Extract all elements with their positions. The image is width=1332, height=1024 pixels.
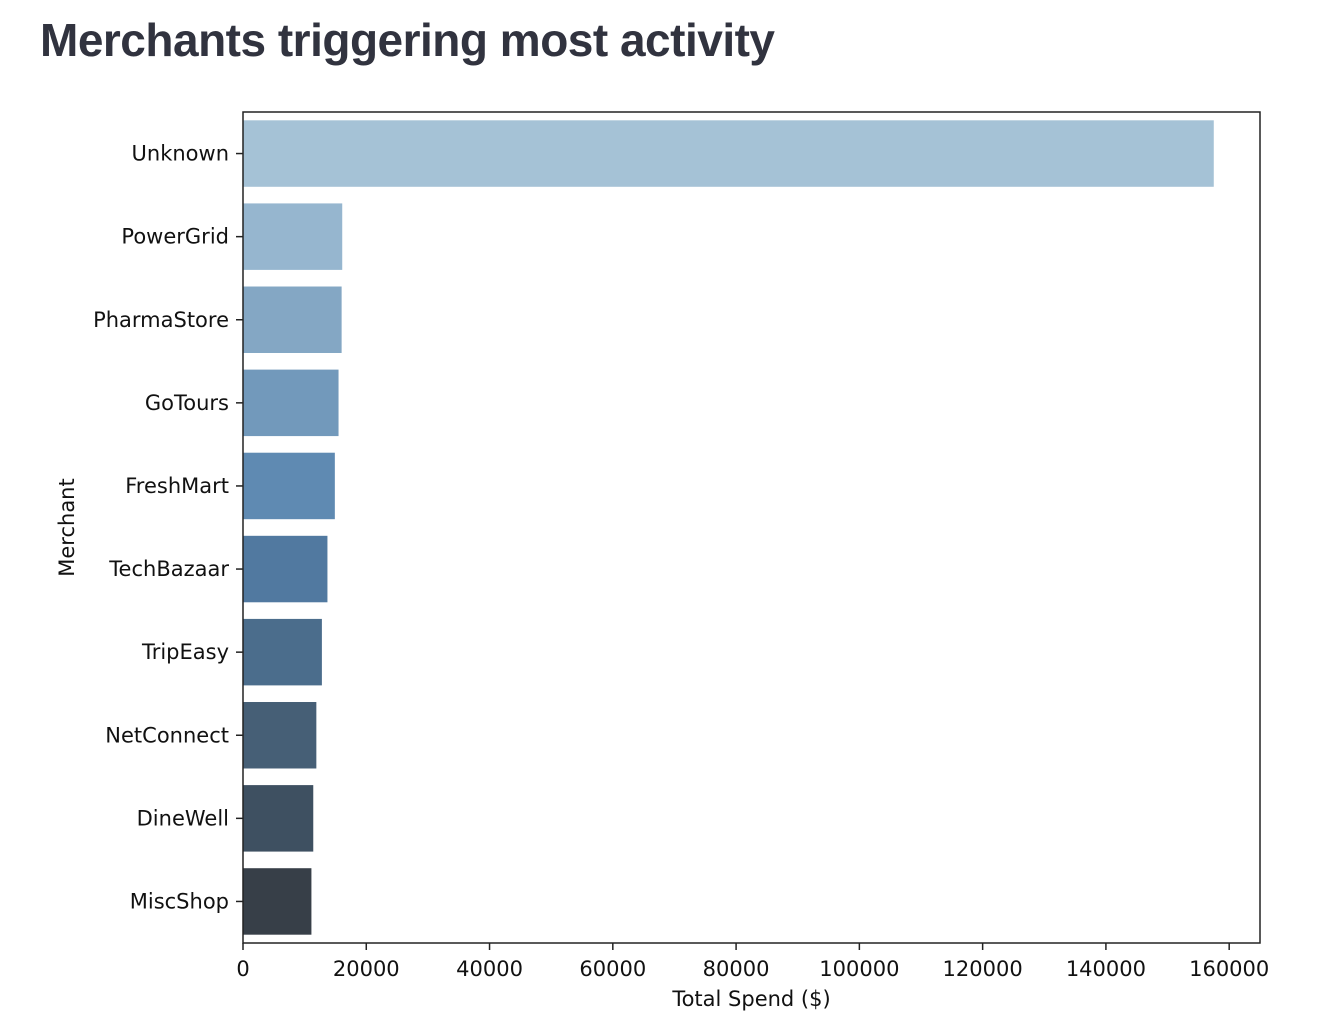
bar-freshmart xyxy=(243,452,335,520)
plot-frame xyxy=(242,111,1261,944)
bar-techbazaar xyxy=(243,535,328,603)
x-tick-label: 80000 xyxy=(703,957,770,981)
bar-miscshop xyxy=(243,868,312,935)
x-tick-label: 60000 xyxy=(579,957,646,981)
y-tick-label: GoTours xyxy=(145,391,229,415)
bar-pharmastore xyxy=(243,286,342,353)
y-tick-label: TechBazaar xyxy=(108,557,229,581)
bar-netconnect xyxy=(243,702,317,769)
bar-gotours xyxy=(243,369,339,437)
y-tick-label: Unknown xyxy=(132,142,229,166)
bars-group xyxy=(243,120,1214,935)
bar-dinewell xyxy=(243,785,314,852)
y-axis-ticks: Unknown PowerGrid PharmaStore GoTours FreshM… xyxy=(93,142,243,913)
y-axis-label: Merchant xyxy=(55,478,79,576)
x-tick-label: 160000 xyxy=(1189,957,1269,981)
bar-powergrid xyxy=(243,203,343,270)
x-axis-ticks: 0 20000 40000 60000 80000 100000 120000 140000 1… xyxy=(236,943,1269,981)
y-tick-label: FreshMart xyxy=(125,474,229,498)
page-title: Merchants triggering most activity xyxy=(40,14,775,66)
y-tick-label: PowerGrid xyxy=(121,225,229,249)
x-tick-label: 100000 xyxy=(819,957,899,981)
x-tick-label: 120000 xyxy=(943,957,1023,981)
y-tick-label: NetConnect xyxy=(105,723,229,747)
y-tick-label: MiscShop xyxy=(130,889,229,913)
y-tick-label: TripEasy xyxy=(141,640,229,664)
y-tick-label: PharmaStore xyxy=(93,308,229,332)
x-axis-label: Total Spend ($) xyxy=(671,987,830,1011)
bar-unknown xyxy=(243,120,1214,187)
y-tick-label: DineWell xyxy=(137,806,229,830)
x-tick-label: 0 xyxy=(236,957,249,981)
x-tick-label: 140000 xyxy=(1066,957,1146,981)
x-tick-label: 40000 xyxy=(456,957,523,981)
bar-tripeasy xyxy=(243,618,322,686)
x-tick-label: 20000 xyxy=(333,957,400,981)
